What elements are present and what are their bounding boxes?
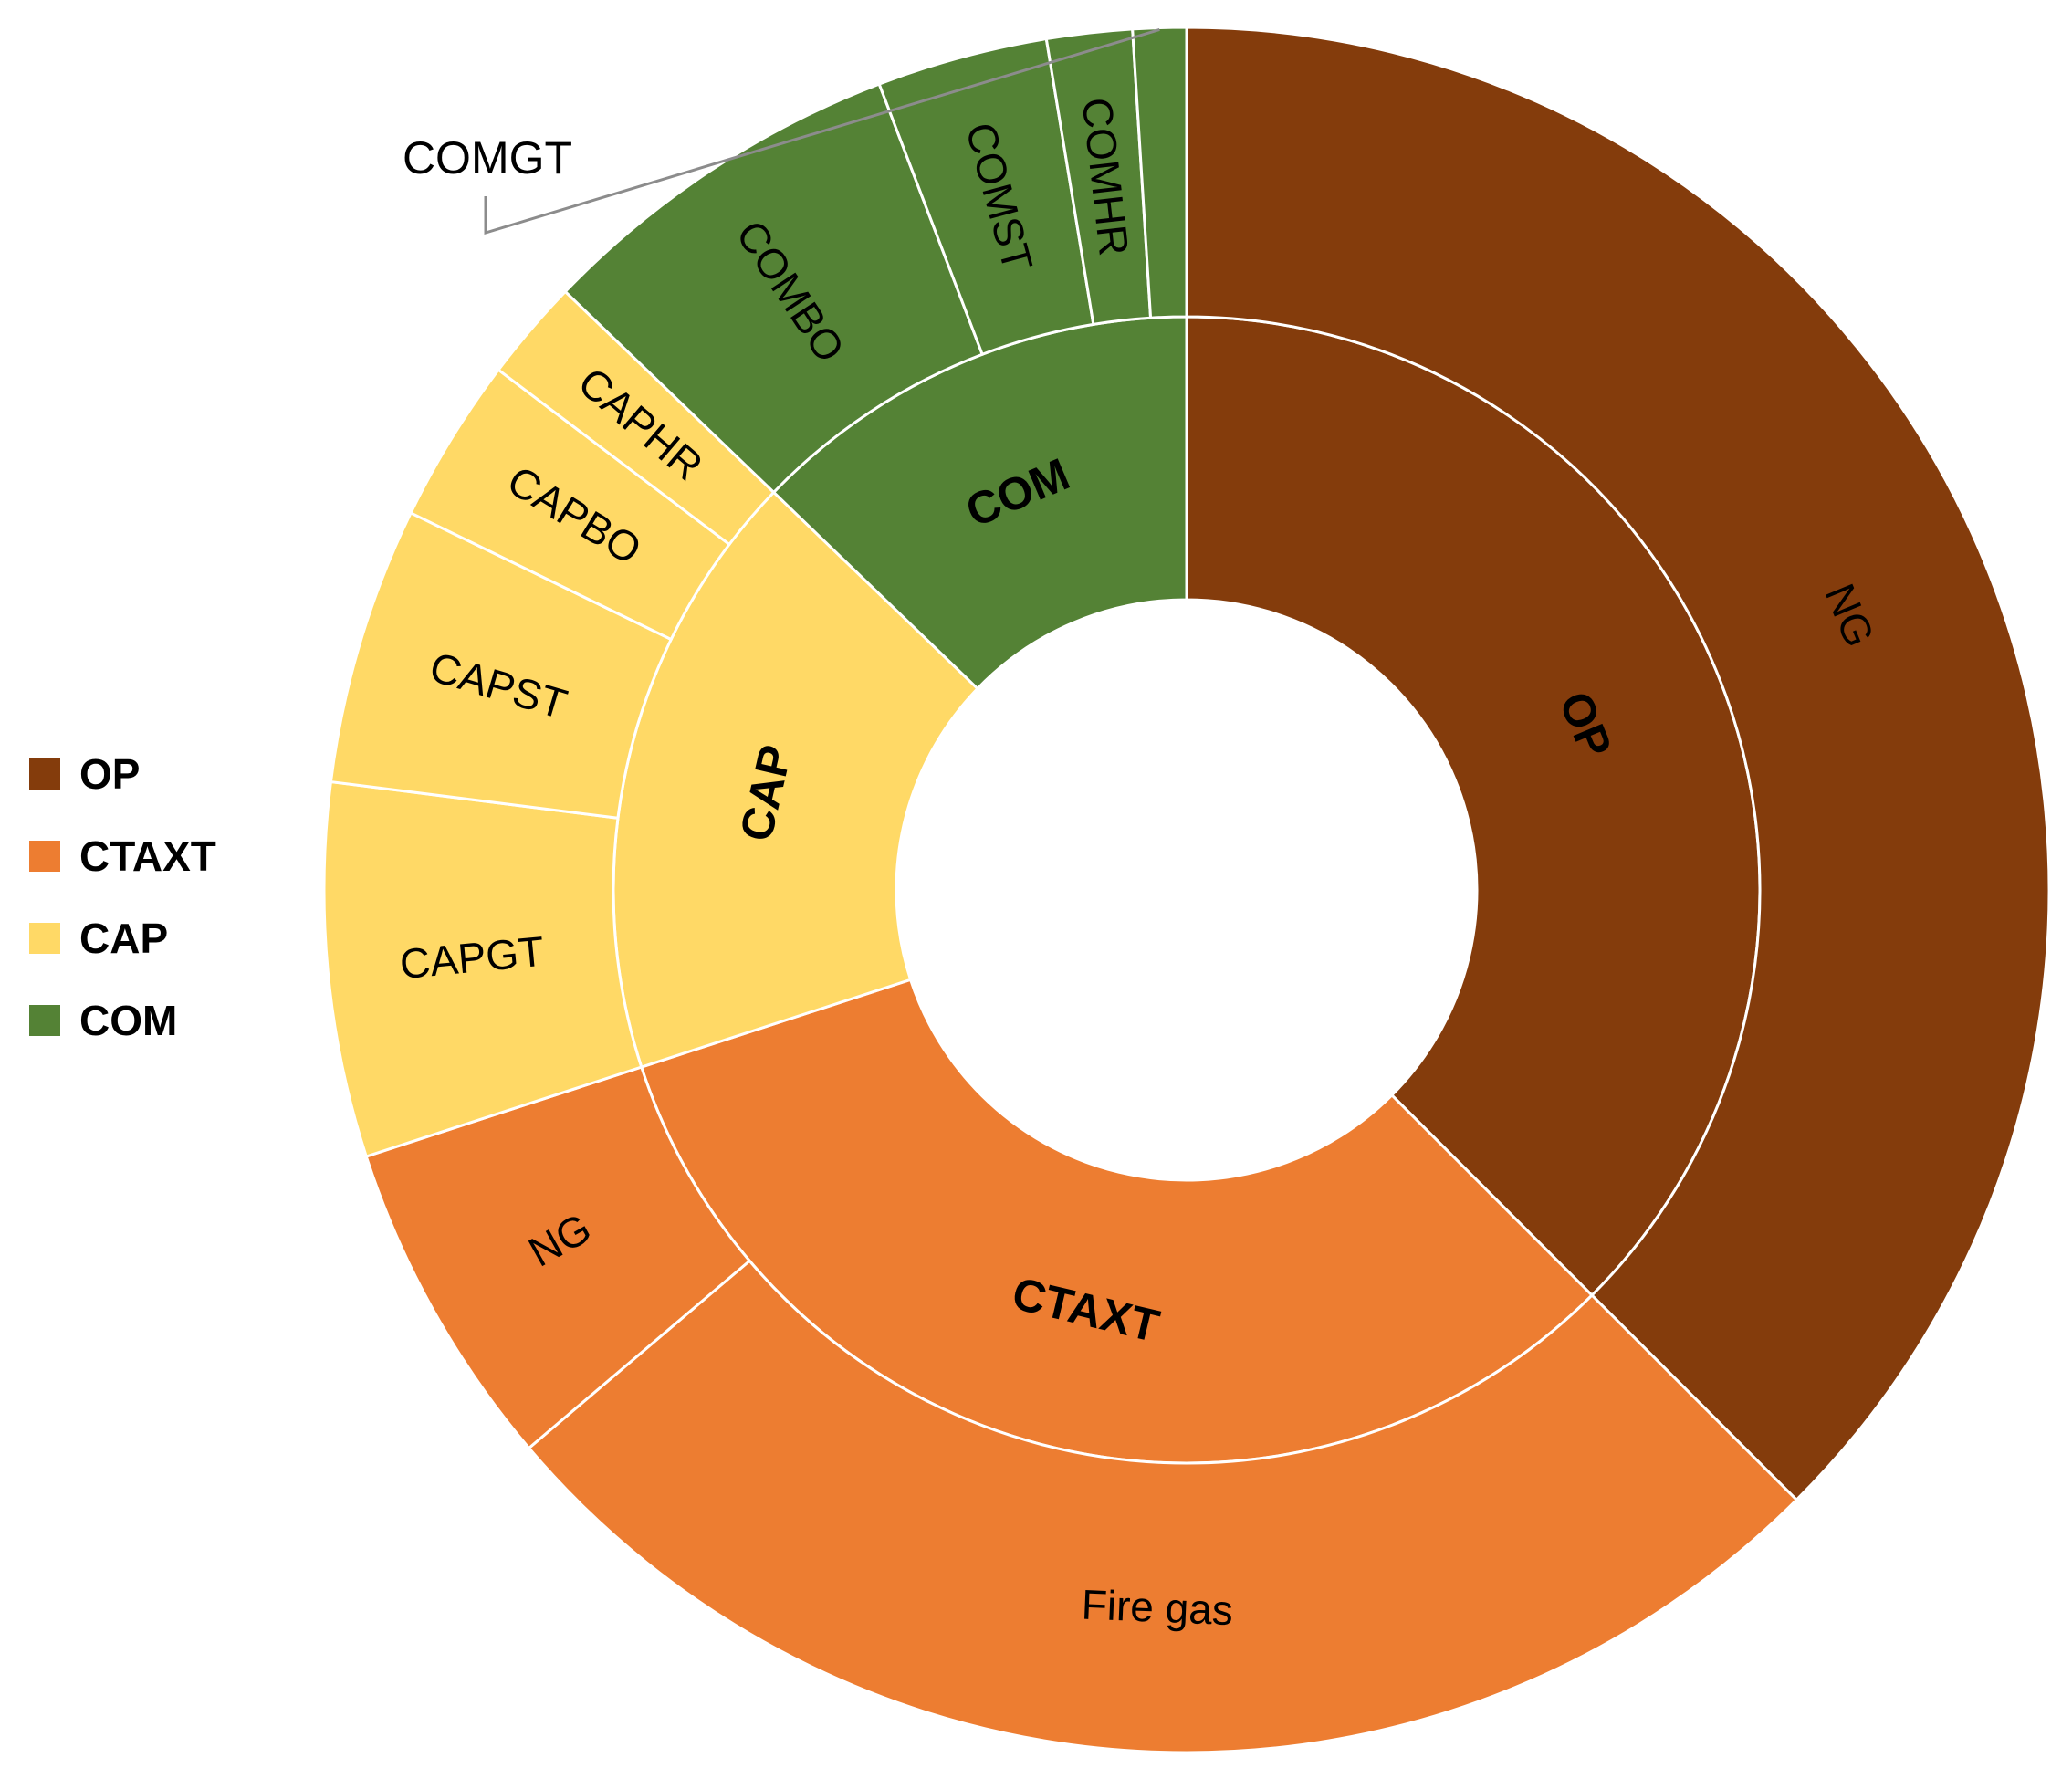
chart-segments (322, 26, 2051, 1754)
legend-label-cap: CAP (79, 915, 168, 962)
legend-label-ctaxt: CTAXT (79, 832, 216, 880)
callout-line-com-comgt (484, 28, 1160, 235)
outer-segment-op-ng (1185, 26, 2051, 1502)
outer-segment-com-comgt (1131, 26, 1188, 319)
legend-swatch-com (29, 1005, 60, 1036)
legend-label-op: OP (79, 750, 140, 798)
outer-segment-ctaxt-fire-gas (527, 1259, 1799, 1754)
legend-swatch-op (29, 758, 60, 790)
chart-legend: OP CTAXT CAP COM (29, 750, 216, 1044)
callout-label-com-comgt: COMGT (403, 132, 572, 183)
legend-label-com: COM (79, 997, 177, 1044)
outer-label-ctaxt-fire-gas: Fire gas (1081, 1580, 1234, 1634)
legend-swatch-cap (29, 923, 60, 954)
legend-swatch-ctaxt (29, 841, 60, 872)
